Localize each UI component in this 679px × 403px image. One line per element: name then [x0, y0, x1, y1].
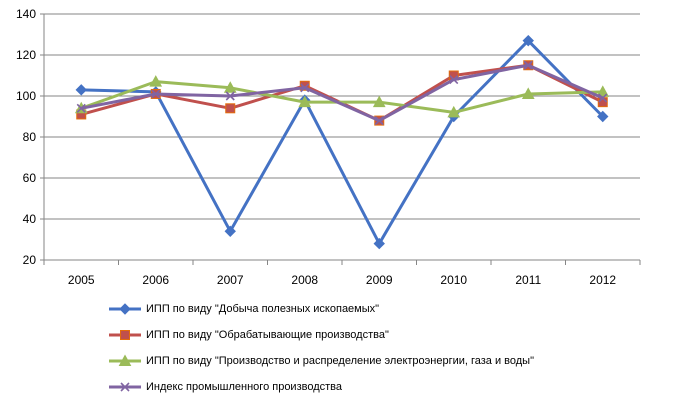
axes: [40, 13, 641, 265]
x-tick-label: 2008: [291, 273, 318, 287]
data-point: [149, 75, 163, 87]
legend-label: Индекс промышленного производства: [146, 381, 343, 393]
x-tick-label: 2010: [440, 273, 467, 287]
data-point: [449, 75, 459, 85]
y-tick-label: 120: [16, 48, 36, 62]
data-point: [76, 103, 86, 113]
legend: ИПП по виду "Добыча полезных ископаемых"…: [108, 296, 668, 400]
legend-label: ИПП по виду "Производство и распределени…: [146, 355, 534, 367]
series-4: [76, 60, 608, 126]
legend-marker: [118, 354, 132, 366]
x-tick-label: 2005: [68, 273, 95, 287]
y-tick-label: 60: [23, 171, 37, 185]
legend-label: ИПП по виду "Обрабатывающие производства…: [146, 329, 389, 341]
data-point: [298, 95, 312, 108]
legend-swatch: [109, 303, 141, 315]
x-axis-tick-labels: 2005 2006 2007 2008 2009 2010 2011 2012: [68, 273, 617, 287]
data-point: [225, 91, 235, 101]
data-point: [521, 87, 535, 99]
x-tick-label: 2009: [366, 273, 393, 287]
data-point: [151, 89, 161, 99]
legend-swatch: [109, 330, 141, 340]
x-tick-label: 2007: [217, 273, 244, 287]
series-line: [81, 39, 604, 246]
data-point: [299, 80, 310, 91]
series-line: [80, 80, 603, 114]
y-tick-label: 100: [16, 89, 36, 103]
data-point: [597, 110, 609, 123]
data-point: [75, 84, 87, 96]
data-point: [596, 85, 610, 97]
y-axis-tick-labels: 20 40 60 80 100 120 140: [16, 7, 36, 267]
y-tick-label: 20: [23, 253, 37, 267]
legend-item: Индекс промышленного производства: [108, 374, 668, 400]
legend-item: ИПП по виду "Производство и распределени…: [108, 348, 668, 374]
x-tick-label: 2012: [589, 273, 616, 287]
legend-swatch: [109, 382, 141, 392]
y-tick-label: 40: [23, 212, 37, 226]
series-lines: [74, 34, 610, 250]
data-point: [522, 34, 534, 47]
data-point: [372, 95, 386, 108]
x-tick-label: 2006: [142, 273, 169, 287]
legend-marker: [119, 303, 131, 315]
legend-marker: [120, 330, 130, 340]
data-point: [223, 81, 237, 93]
legend-item: ИПП по виду "Обрабатывающие производства…: [108, 322, 668, 348]
gridlines: [44, 13, 640, 220]
y-tick-label: 80: [23, 130, 37, 144]
legend-marker: [120, 382, 130, 392]
legend-swatch: [109, 354, 141, 366]
data-point: [447, 105, 461, 118]
data-point: [224, 225, 236, 238]
data-point: [523, 60, 533, 70]
data-point: [374, 116, 384, 126]
series-3: [74, 75, 610, 118]
data-point: [300, 83, 310, 93]
legend-item: ИПП по виду "Добыча полезных ископаемых": [108, 296, 668, 322]
legend-label: ИПП по виду "Добыча полезных ископаемых": [146, 303, 380, 315]
x-tick-label: 2011: [515, 273, 541, 287]
data-point: [598, 93, 608, 103]
data-point: [225, 103, 236, 114]
data-point: [373, 237, 385, 250]
series-line: [80, 63, 604, 123]
y-tick-label: 140: [16, 7, 36, 21]
